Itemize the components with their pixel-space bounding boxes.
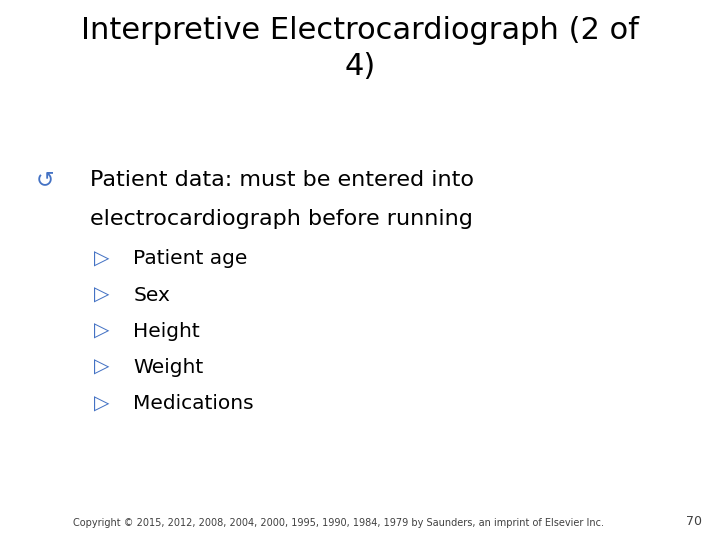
Text: electrocardiograph before running: electrocardiograph before running	[90, 209, 473, 229]
Text: 70: 70	[686, 515, 702, 528]
Text: ▷: ▷	[94, 322, 109, 341]
Text: Medications: Medications	[133, 394, 254, 413]
Text: Copyright © 2015, 2012, 2008, 2004, 2000, 1995, 1990, 1984, 1979 by Saunders, an: Copyright © 2015, 2012, 2008, 2004, 2000…	[73, 518, 604, 528]
Text: Sex: Sex	[133, 286, 170, 305]
Text: Interpretive Electrocardiograph (2 of
4): Interpretive Electrocardiograph (2 of 4)	[81, 16, 639, 81]
Text: ▷: ▷	[94, 358, 109, 377]
Text: ▷: ▷	[94, 286, 109, 305]
Text: ▷: ▷	[94, 249, 109, 268]
Text: ▷: ▷	[94, 394, 109, 413]
Text: Weight: Weight	[133, 358, 204, 377]
Text: ↺: ↺	[36, 170, 55, 190]
Text: Patient age: Patient age	[133, 249, 248, 268]
Text: Patient data: must be entered into: Patient data: must be entered into	[90, 170, 474, 190]
Text: Height: Height	[133, 322, 200, 341]
